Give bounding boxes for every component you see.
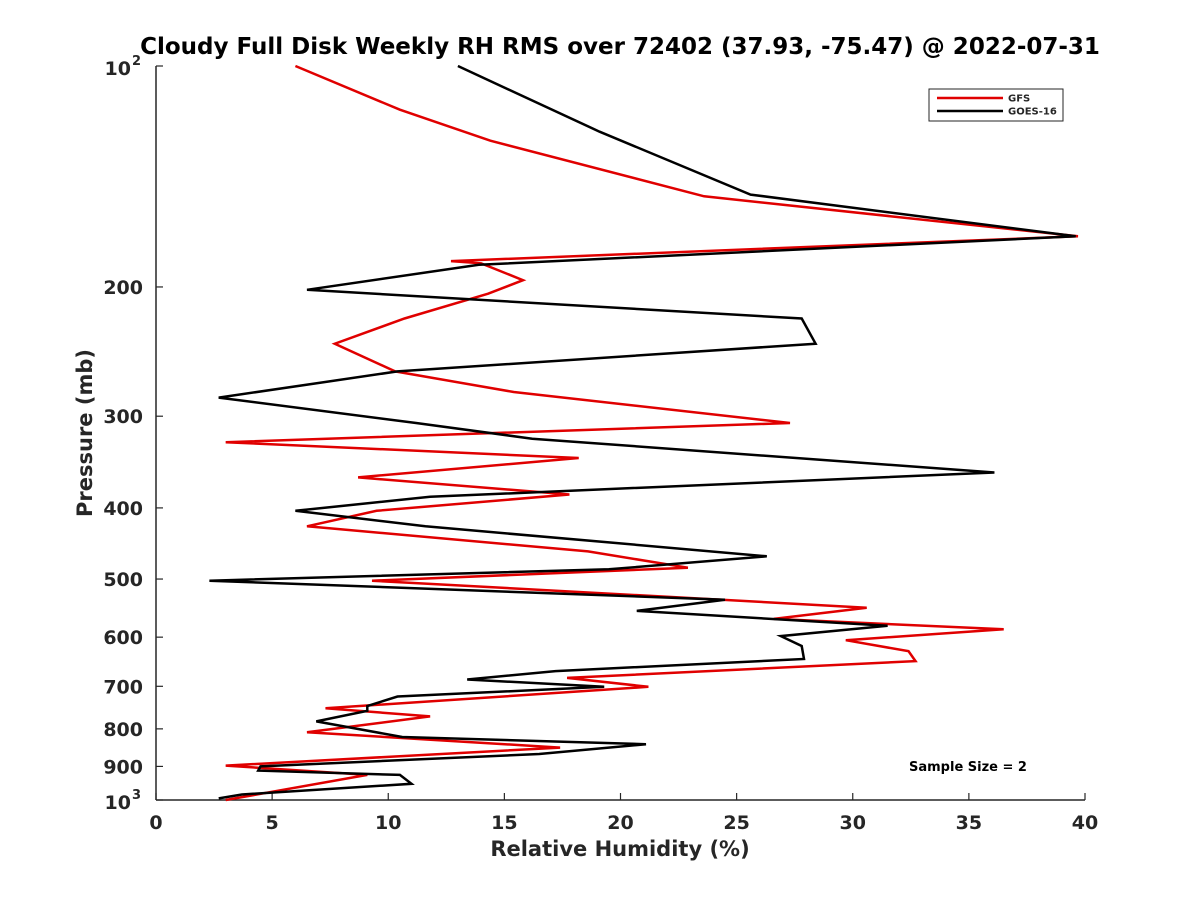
x-axis-label: Relative Humidity (%): [490, 837, 749, 861]
x-tick-label-6: 30: [840, 812, 866, 834]
y-tick-label-3: 400: [103, 498, 143, 520]
y-tick-label-8: 900: [103, 756, 143, 778]
x-tick-label-3: 15: [491, 812, 517, 834]
y-tick-label-4: 500: [103, 569, 143, 591]
y-axis-label: Pressure (mb): [73, 349, 97, 517]
x-tick-label-0: 0: [149, 812, 162, 834]
legend-label-goes16: GOES-16: [1008, 107, 1057, 118]
y-tick-label-exp-0: 2: [132, 54, 141, 69]
chart-title: Cloudy Full Disk Weekly RH RMS over 7240…: [140, 34, 1100, 60]
y-tick-label-1: 200: [103, 277, 143, 299]
y-tick-label-2: 300: [103, 406, 143, 428]
y-tick-label-exp-9: 3: [132, 788, 141, 803]
legend-label-gfs: GFS: [1008, 94, 1030, 105]
y-tick-label-7: 800: [103, 719, 143, 741]
y-tick-label-5: 600: [103, 627, 143, 649]
y-tick-label-0: 10: [105, 58, 131, 80]
legend: GFS GOES-16: [928, 88, 1064, 122]
y-tick-label-6: 700: [103, 676, 143, 698]
x-tick-label-5: 25: [723, 812, 749, 834]
sample-size-annotation: Sample Size = 2: [909, 760, 1027, 775]
series-line-gfs: [225, 64, 1079, 802]
legend-box: [928, 88, 1064, 122]
x-tick-label-1: 5: [266, 812, 279, 834]
series-line-goes16: [209, 64, 1076, 800]
x-tick-label-2: 10: [375, 812, 401, 834]
series-lines-group: [209, 64, 1079, 802]
x-tick-label-4: 20: [607, 812, 633, 834]
x-tick-label-7: 35: [956, 812, 982, 834]
x-tick-label-8: 40: [1072, 812, 1098, 834]
y-tick-label-9: 10: [105, 792, 131, 814]
